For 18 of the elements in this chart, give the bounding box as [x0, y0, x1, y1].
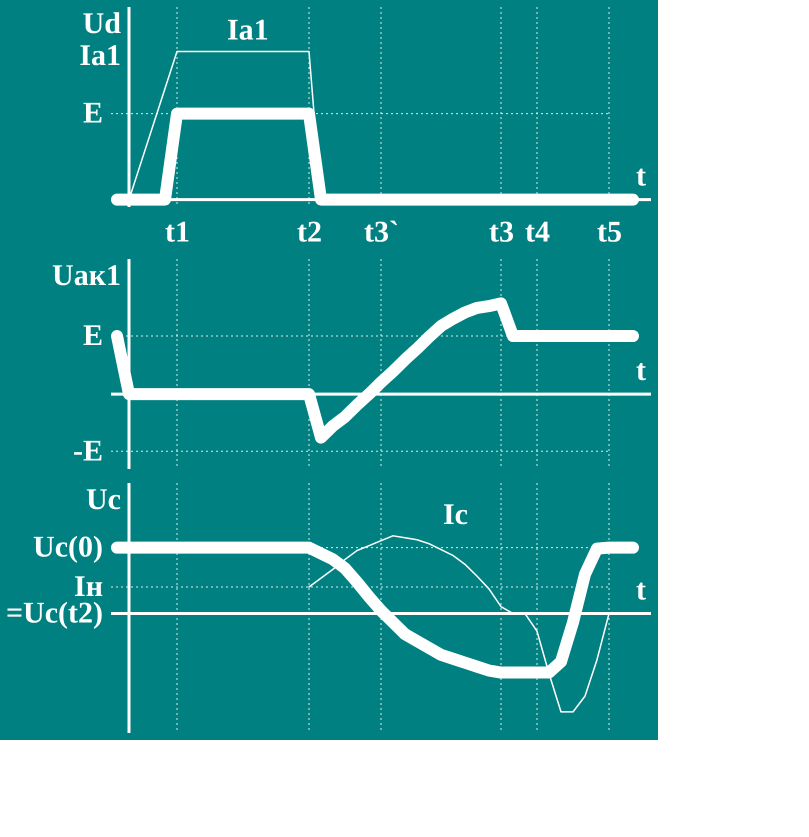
x-tick-label: t3`	[364, 216, 399, 248]
ref-line-label: -E	[73, 434, 103, 468]
ref-line-label: E	[82, 96, 103, 130]
x-tick-label: t5	[597, 216, 622, 248]
x-axis-title: t	[636, 160, 646, 193]
x-tick-label: t3	[489, 216, 514, 248]
y-axis-title: Uc	[86, 483, 121, 516]
x-axis-title: t	[636, 574, 646, 607]
series-label: Ia1	[227, 13, 269, 46]
y-axis-title: Ud Ia1	[79, 7, 122, 72]
series-label: Ic	[443, 498, 468, 531]
x-axis-title: t	[636, 354, 646, 388]
x-tick-label: t2	[297, 216, 322, 248]
ref-line-label: E	[82, 319, 103, 352]
x-tick-label: t4	[525, 216, 550, 248]
ref-line-label: Uc(0)	[33, 530, 103, 564]
y-axis-title: Uак1	[52, 259, 121, 292]
x-tick-label: t1	[165, 216, 190, 248]
